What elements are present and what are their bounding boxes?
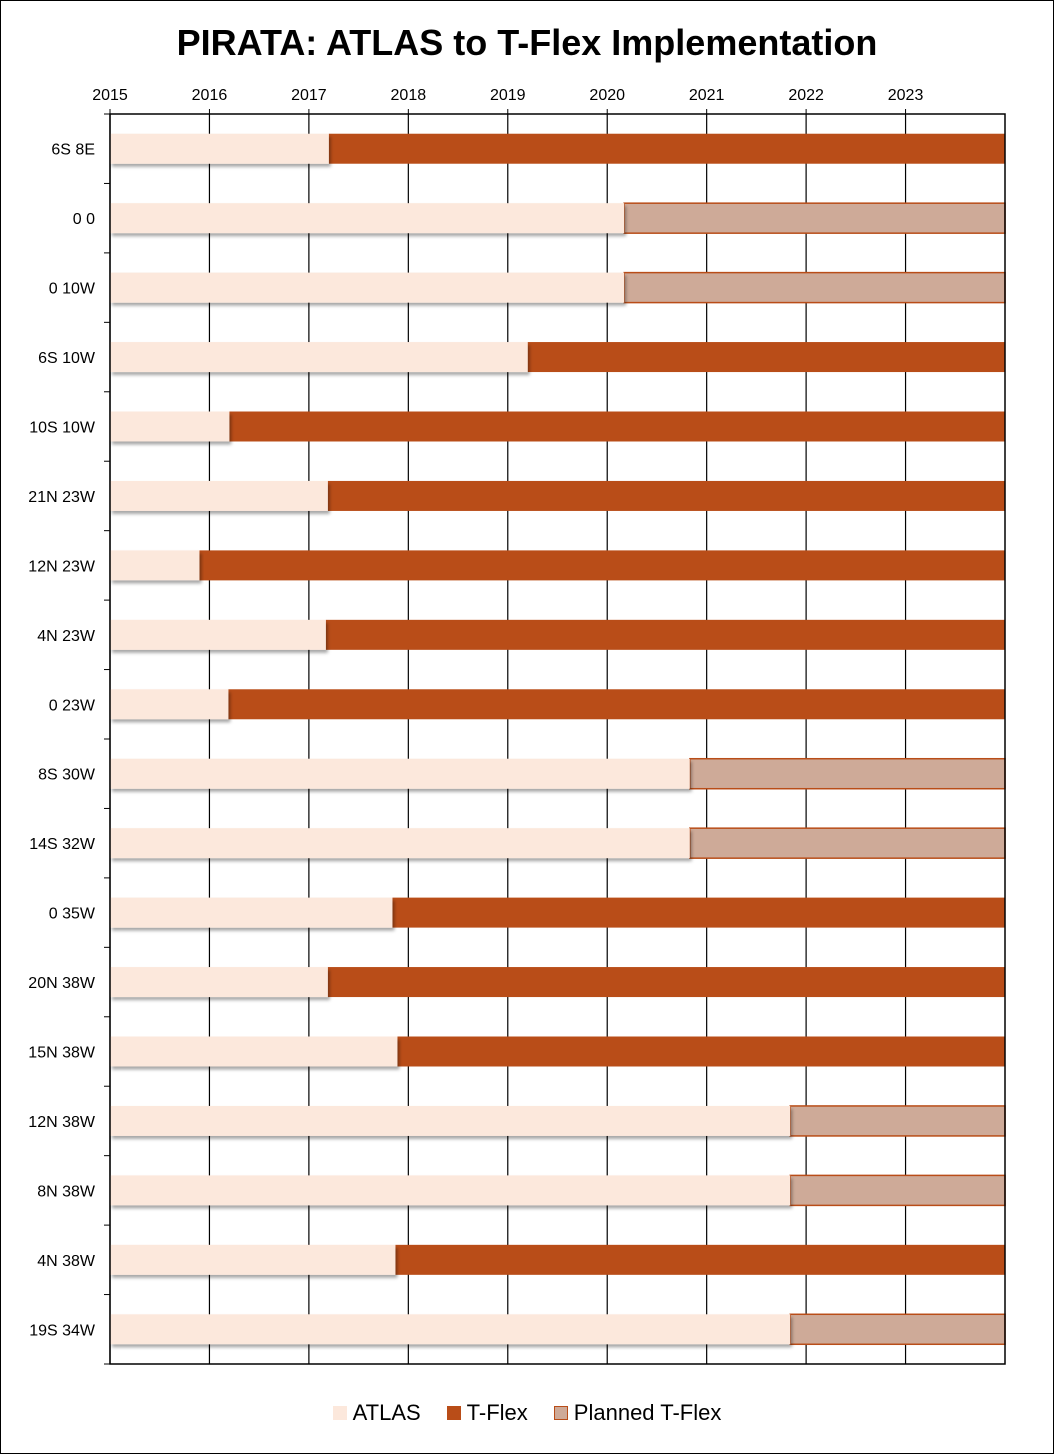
bar-tflex [328,133,1005,164]
bar-tflex [199,550,1005,581]
y-category-label: 6S 10W [38,350,96,367]
bar-atlas [110,1244,396,1275]
legend-swatch-atlas [332,1406,347,1420]
x-tick-label: 2022 [788,87,824,104]
legend-item-tflex: T-Flex [446,1400,528,1426]
bar-atlas [110,272,625,303]
bar-tflex [229,411,1006,442]
legend-label-tflex: T-Flex [466,1400,528,1425]
legend: ATLAS T-Flex Planned T-Flex [0,1400,1054,1426]
y-category-label: 10S 10W [29,420,96,437]
legend-label-atlas: ATLAS [352,1400,421,1425]
bar-tflex [395,1244,1006,1275]
bar-tflex [228,689,1006,720]
bar-atlas [110,758,690,789]
legend-label-planned-tflex: Planned T-Flex [573,1400,722,1425]
legend-swatch-tflex [446,1406,461,1420]
y-category-label: 0 35W [49,906,96,923]
bar-tflex [325,619,1005,650]
y-category-label: 12N 23W [28,558,96,575]
plot-border [109,113,1006,1365]
y-category-label: 8S 30W [38,767,96,784]
y-category-label: 12N 38W [28,1114,96,1131]
y-category-label: 0 10W [49,281,96,298]
y-category-label: 0 0 [73,211,95,228]
bar-planned-tflex [789,1105,1006,1137]
y-category-label: 14S 32W [29,836,96,853]
y-category-label: 21N 23W [28,489,96,506]
bar-atlas [110,133,329,164]
bar-atlas [110,411,230,442]
y-category-label: 4N 23W [37,628,96,645]
x-tick-label: 2017 [291,87,327,104]
bar-planned-tflex [689,827,1006,859]
bar-planned-tflex [789,1174,1006,1207]
bar-atlas [110,828,690,859]
bar-atlas [110,689,229,720]
legend-swatch-planned-tflex [553,1406,568,1420]
x-tick-label: 2020 [589,87,625,104]
bar-tflex [392,897,1005,928]
legend-item-atlas: ATLAS [332,1400,421,1426]
bar-atlas [110,1314,791,1345]
bar-planned-tflex [623,271,1006,304]
x-tick-label: 2023 [888,87,924,104]
x-tick-label: 2016 [192,87,228,104]
bar-tflex [327,967,1005,998]
x-tick-label: 2021 [689,87,725,104]
x-tick-label: 2015 [92,87,128,104]
bar-planned-tflex [623,202,1006,234]
bar-atlas [110,203,625,234]
bar-atlas [110,897,393,928]
bar-tflex [527,342,1005,373]
bar-planned-tflex [789,1313,1006,1346]
y-category-label: 15N 38W [28,1045,96,1062]
bar-tflex [327,480,1005,511]
bar-atlas [110,1036,398,1067]
y-category-label: 20N 38W [28,975,96,992]
y-category-label: 0 23W [49,697,96,714]
bar-atlas [110,967,328,998]
bar-atlas [110,1175,791,1206]
y-category-label: 6S 8E [51,142,95,159]
x-tick-label: 2018 [391,87,427,104]
y-category-label: 8N 38W [37,1183,96,1200]
y-category-label: 4N 38W [37,1253,96,1270]
bar-tflex [397,1036,1006,1067]
legend-item-planned-tflex: Planned T-Flex [553,1400,722,1426]
x-tick-label: 2019 [490,87,526,104]
y-category-label: 19S 34W [29,1322,96,1339]
bar-planned-tflex [689,757,1006,790]
chart-title: PIRATA: ATLAS to T-Flex Implementation [176,22,878,63]
bar-atlas [110,550,200,581]
bar-atlas [110,342,528,373]
bar-atlas [110,619,326,650]
bar-atlas [110,1105,791,1136]
bar-atlas [110,480,328,511]
